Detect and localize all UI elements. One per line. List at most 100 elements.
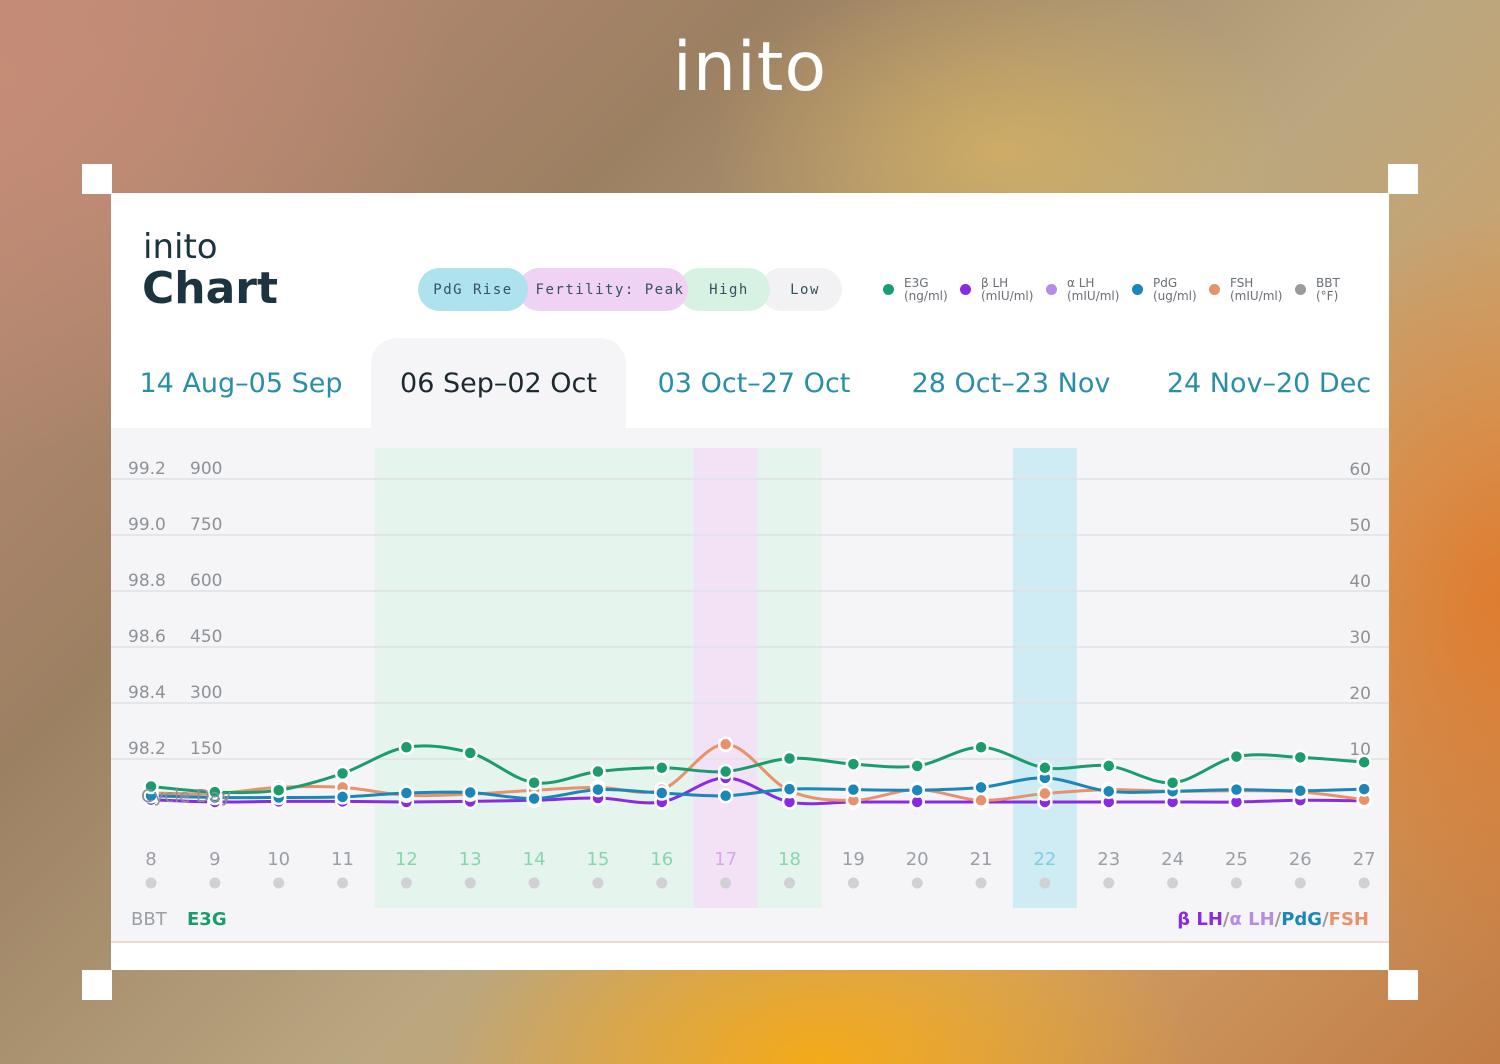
legend-unit-bbt: (°F) [1316, 289, 1339, 303]
inito-logo: inito [672, 28, 828, 107]
point-e3g-day-12 [398, 739, 415, 756]
x-tick-day-13: 13 [459, 849, 482, 870]
tick-right-2: 40 [1349, 572, 1371, 592]
x-tick-day-8: 8 [145, 849, 156, 870]
point-pdg-day-20 [909, 782, 925, 798]
axis-title-right-part-3: / [1275, 909, 1282, 930]
point-pdg-day-14 [526, 790, 542, 807]
axis-title-right-part-4: PdG [1281, 909, 1322, 930]
point-pdg-day-16 [654, 785, 670, 801]
bbt-dot-day-13 [464, 877, 476, 889]
x-tick-day-17: 17 [714, 849, 737, 870]
bbt-dot-day-17 [720, 877, 732, 889]
series-line-lh [150, 776, 1365, 806]
legend-name-e3g: E3G [904, 276, 929, 290]
tab-28-oct-23-nov[interactable]: 28 Oct–23 Nov [911, 367, 1111, 399]
point-pdg-day-26 [1292, 783, 1309, 799]
point-e3g-day-8 [143, 778, 159, 795]
point-pdg-day-25 [1228, 781, 1245, 798]
bbt-dot-day-27 [1358, 877, 1370, 889]
point-pdg-day-15 [590, 781, 606, 798]
x-tick-day-16: 16 [650, 849, 673, 870]
legend-name-fsh: FSH [1230, 276, 1254, 290]
tab-06-sep-02-oct[interactable]: 06 Sep–02 Oct [371, 338, 626, 428]
legend-dot-alpha-lh [1046, 284, 1057, 295]
series-line-pdg [150, 776, 1365, 801]
x-tick-day-19: 19 [842, 849, 865, 870]
tick-e3g-3: 450 [190, 627, 222, 647]
bbt-dot-day-24 [1167, 877, 1179, 889]
axis-title-bbt: BBT [131, 909, 168, 930]
bbt-dot-day-8 [145, 877, 157, 889]
point-pdg-day-13 [462, 784, 478, 801]
legend-name-alpha-lh: α LH [1067, 276, 1095, 290]
legend-unit-alpha-lh: (mIU/ml) [1067, 289, 1120, 303]
tick-e3g-4: 300 [190, 683, 222, 703]
bbt-dot-day-20 [911, 877, 923, 889]
crop-handle-bottom-right [1388, 970, 1418, 1000]
tick-e3g-0: 900 [190, 459, 222, 479]
tick-e3g-2: 600 [190, 571, 222, 591]
axis-title-e3g: E3G [187, 909, 227, 930]
bbt-dot-day-11 [337, 877, 349, 889]
chart-card: inito Chart PdG Rise Fertility: Peak Hig… [111, 193, 1389, 970]
point-e3g-day-13 [462, 745, 478, 761]
point-e3g-day-18 [781, 750, 798, 767]
point-pdg-day-17 [717, 788, 734, 804]
bbt-dot-day-9 [209, 877, 221, 889]
point-e3g-day-22 [1037, 760, 1053, 776]
x-tick-day-18: 18 [778, 849, 801, 870]
tick-right-1: 50 [1349, 516, 1371, 536]
bbt-dot-day-16 [656, 877, 668, 889]
legend-name-bbt: BBT [1316, 276, 1340, 290]
point-pdg-day-12 [398, 785, 415, 801]
point-e3g-day-14 [526, 774, 542, 791]
point-e3g-day-21 [973, 739, 989, 756]
point-e3g-day-20 [909, 758, 925, 774]
bbt-dot-day-14 [528, 877, 540, 889]
axis-title-right-part-5: / [1322, 909, 1329, 930]
point-pdg-day-19 [845, 781, 862, 798]
bbt-dot-day-22 [1039, 877, 1051, 889]
bbt-dot-day-15 [592, 877, 604, 889]
card-brand-logo: inito [143, 227, 218, 267]
tab-03-oct-27-oct[interactable]: 03 Oct–27 Oct [657, 367, 851, 399]
point-e3g-day-25 [1228, 748, 1245, 765]
legend-dot-fsh [1209, 284, 1220, 295]
point-pdg-day-23 [1101, 783, 1117, 800]
legend-name-beta-lh: β LH [981, 276, 1009, 290]
x-tick-day-23: 23 [1097, 849, 1120, 870]
phase-pill-fertility-peak: Fertility: Peak [518, 268, 688, 311]
point-e3g-day-19 [845, 756, 862, 772]
crop-handle-bottom-left [82, 970, 112, 1000]
x-tick-day-14: 14 [523, 849, 546, 870]
point-e3g-day-23 [1101, 758, 1117, 774]
tick-e3g-1: 750 [190, 515, 222, 535]
point-e3g-day-27 [1356, 754, 1372, 770]
tick-bbt-3: 98.6 [128, 627, 166, 647]
x-tick-day-21: 21 [970, 849, 993, 870]
tick-bbt-0: 99.2 [128, 459, 166, 479]
legend-unit-fsh: (mIU/ml) [1230, 289, 1283, 303]
bottom-divider [111, 941, 1389, 943]
x-tick-day-22: 22 [1033, 849, 1056, 870]
legend-dot-beta-lh [960, 284, 971, 295]
point-pdg-day-21 [973, 779, 989, 796]
bbt-dot-day-21 [975, 877, 987, 889]
x-tick-day-11: 11 [331, 849, 354, 870]
x-tick-day-10: 10 [267, 849, 290, 870]
bbt-dot-day-19 [847, 877, 859, 889]
tick-bbt-1: 99.0 [128, 515, 166, 535]
tab-14-aug-05-sep[interactable]: 14 Aug–05 Sep [139, 367, 343, 399]
crop-handle-top-right [1388, 164, 1418, 194]
axis-title-right-part-2: α LH [1229, 909, 1274, 930]
tab-24-nov-20-dec[interactable]: 24 Nov–20 Dec [1166, 367, 1372, 399]
point-pdg-day-18 [781, 781, 798, 797]
legend-unit-beta-lh: (mIU/ml) [981, 289, 1034, 303]
point-e3g-day-24 [1164, 774, 1181, 791]
crop-handle-top-left [82, 164, 112, 194]
tick-right-0: 60 [1349, 460, 1371, 480]
point-e3g-day-16 [654, 760, 670, 776]
legend-unit-e3g: (ng/ml) [904, 289, 948, 303]
point-e3g-day-17 [717, 763, 734, 780]
